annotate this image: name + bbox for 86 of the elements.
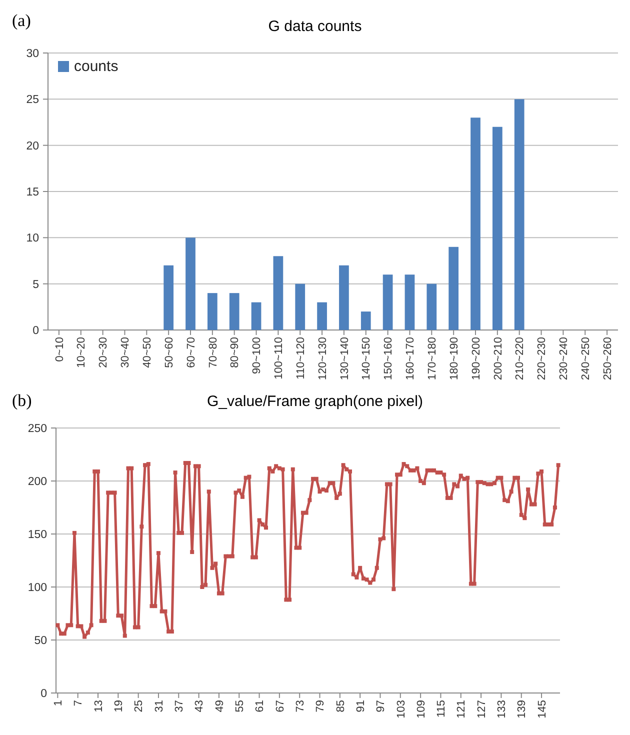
legend-label: counts <box>74 58 118 75</box>
x-tick-label: 103 <box>395 700 408 718</box>
bar <box>273 256 284 330</box>
y-tick-label: 15 <box>26 186 39 199</box>
bar <box>448 246 459 330</box>
bar <box>514 99 524 330</box>
bar <box>164 265 174 330</box>
x-tick-label: 100~110 <box>273 337 286 380</box>
x-tick-label: 220~230 <box>536 337 548 380</box>
x-tick-label: 19 <box>113 700 126 712</box>
x-tick-label: 30~40 <box>120 337 132 368</box>
y-tick-label: 25 <box>26 94 39 106</box>
x-tick-label: 0~10 <box>54 337 66 362</box>
bar <box>426 284 437 330</box>
x-tick-label: 25 <box>133 700 146 712</box>
x-tick-label: 133 <box>496 700 508 718</box>
x-tick-label: 13 <box>92 700 105 712</box>
x-tick-label: 127 <box>476 700 488 718</box>
x-tick-label: 90~100 <box>251 337 264 374</box>
x-tick-label: 180~190 <box>448 337 460 380</box>
bar <box>229 293 240 330</box>
y-tick-label: 5 <box>32 278 39 291</box>
bar <box>317 302 327 330</box>
bar <box>382 274 393 330</box>
x-tick-label: 190~200 <box>470 337 482 380</box>
x-tick-label: 61 <box>254 700 266 712</box>
y-tick-label: 10 <box>26 232 39 245</box>
x-tick-label: 7 <box>72 700 85 706</box>
x-tick-label: 200~210 <box>492 337 504 380</box>
bar <box>404 274 415 330</box>
bar <box>339 265 349 330</box>
x-tick-label: 37 <box>173 700 186 712</box>
x-tick-label: 31 <box>153 700 166 712</box>
y-tick-label: 50 <box>34 635 47 648</box>
x-tick-label: 230~240 <box>558 337 570 380</box>
x-tick-label: 139 <box>516 700 528 718</box>
bar <box>360 312 371 330</box>
x-tick-label: 50~60 <box>163 337 176 368</box>
x-tick-label: 40~50 <box>142 337 154 368</box>
x-tick-label: 115 <box>436 700 448 718</box>
x-tick-label: 140~150 <box>360 337 373 380</box>
y-tick-label: 0 <box>32 325 39 338</box>
text: (a) <box>12 11 31 30</box>
x-tick-label: 170~180 <box>426 337 439 380</box>
y-tick-label: 0 <box>40 688 47 700</box>
x-tick-label: 145 <box>536 700 548 718</box>
chart-title: G data counts <box>268 18 362 35</box>
y-tick-label: 30 <box>26 48 39 60</box>
x-tick-label: 150~160 <box>382 337 395 380</box>
y-tick-label: 100 <box>28 582 47 594</box>
x-tick-label: 73 <box>294 700 306 712</box>
bar <box>251 302 262 330</box>
x-tick-label: 110~120 <box>294 337 307 380</box>
x-tick-label: 43 <box>194 700 206 712</box>
x-tick-label: 97 <box>375 700 388 712</box>
x-tick-label: 120~130 <box>316 337 329 380</box>
bar <box>470 118 480 330</box>
text: (b) <box>12 391 32 410</box>
x-tick-label: 80~90 <box>229 337 242 368</box>
x-tick-label: 160~170 <box>404 337 417 380</box>
bar <box>295 284 306 330</box>
bar <box>207 293 218 330</box>
x-tick-label: 250~260 <box>602 337 614 380</box>
x-tick-label: 121 <box>456 700 468 718</box>
y-tick-label: 150 <box>28 529 47 542</box>
chart-title: G_value/Frame graph(one pixel) <box>207 393 423 410</box>
x-tick-label: 210~220 <box>514 337 526 380</box>
y-tick-label: 200 <box>28 476 47 488</box>
x-tick-label: 55 <box>234 700 246 712</box>
x-tick-label: 10~20 <box>76 337 88 368</box>
y-tick-label: 20 <box>26 140 39 152</box>
x-tick-label: 67 <box>274 700 286 712</box>
x-tick-label: 109 <box>415 700 428 718</box>
x-tick-label: 130~140 <box>338 337 351 380</box>
x-tick-label: 79 <box>314 700 327 712</box>
x-tick-label: 49 <box>214 700 226 712</box>
x-tick-label: 85 <box>334 700 347 712</box>
y-tick-label: 250 <box>28 423 47 436</box>
x-tick-label: 20~30 <box>98 337 110 368</box>
x-tick-label: 1 <box>52 700 65 706</box>
x-tick-label: 70~80 <box>207 337 220 368</box>
bar <box>492 126 502 330</box>
x-tick-label: 91 <box>354 700 367 712</box>
bar <box>186 238 196 330</box>
x-tick-label: 60~70 <box>185 337 198 368</box>
x-tick-label: 240~250 <box>580 337 592 380</box>
